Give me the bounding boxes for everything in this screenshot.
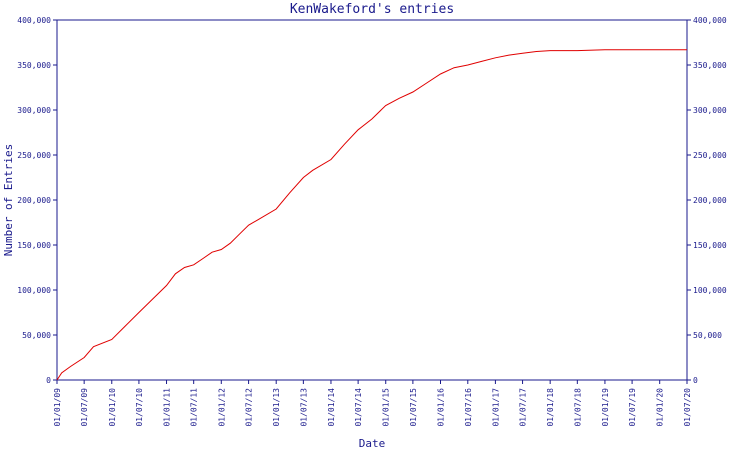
x-tick-label: 01/07/13 — [299, 388, 308, 427]
x-tick-label: 01/07/15 — [409, 388, 418, 427]
x-tick-label: 01/01/19 — [601, 388, 610, 427]
x-tick-label: 01/01/18 — [546, 388, 555, 427]
x-tick-label: 01/01/15 — [382, 388, 391, 427]
y-tick-label-right: 400,000 — [693, 16, 727, 25]
x-tick-label: 01/01/14 — [327, 388, 336, 427]
y-axis-right: 0 50,000 100,000 150,000 200,000 250,000 300,0… — [687, 16, 727, 385]
series-line — [56, 49, 687, 381]
series-layer — [56, 49, 687, 381]
y-tick-label-left: 350,000 — [17, 61, 51, 70]
x-tick-label: 01/07/17 — [519, 388, 528, 427]
x-tick-label: 01/01/09 — [53, 388, 62, 427]
y-tick-label-left: 0 — [46, 376, 51, 385]
x-tick-label: 01/07/16 — [464, 388, 473, 427]
x-tick-label: 01/01/20 — [656, 388, 665, 427]
x-tick-label: 01/01/16 — [436, 388, 445, 427]
y-tick-label-left: 100,000 — [17, 286, 51, 295]
y-tick-label-right: 100,000 — [693, 286, 727, 295]
y-tick-label-right: 150,000 — [693, 241, 727, 250]
x-tick-label: 01/01/13 — [272, 388, 281, 427]
x-tick-label: 01/01/17 — [491, 388, 500, 427]
y-tick-label-left: 300,000 — [17, 106, 51, 115]
x-axis: 01/01/09 01/07/09 01/01/10 01/07/10 01/01/11… — [53, 380, 692, 427]
y-tick-label-left: 250,000 — [17, 151, 51, 160]
y-tick-label-right: 250,000 — [693, 151, 727, 160]
y-tick-label-left: 200,000 — [17, 196, 51, 205]
x-tick-label: 01/01/12 — [217, 388, 226, 427]
x-tick-label: 01/07/12 — [245, 388, 254, 427]
y-tick-label-right: 50,000 — [693, 331, 722, 340]
chart-title: KenWakeford's entries — [290, 2, 454, 17]
y-tick-label-right: 200,000 — [693, 196, 727, 205]
x-tick-label: 01/01/10 — [108, 388, 117, 427]
x-tick-label: 01/07/10 — [135, 388, 144, 427]
x-tick-label: 01/07/20 — [683, 388, 692, 427]
y-axis-left: 0 50,000 100,000 150,000 200,000 250,000 300,0… — [17, 16, 57, 385]
y-tick-label-left: 150,000 — [17, 241, 51, 250]
plot-area-frame — [56, 19, 688, 381]
y-tick-label-left: 400,000 — [17, 16, 51, 25]
y-axis-label: Number of Entries — [2, 144, 15, 257]
x-tick-label: 01/07/09 — [80, 388, 89, 427]
x-tick-label: 01/01/11 — [163, 388, 172, 427]
y-tick-label-right: 300,000 — [693, 106, 727, 115]
y-tick-label-left: 50,000 — [22, 331, 51, 340]
x-axis-label: Date — [359, 437, 386, 450]
x-tick-label: 01/07/18 — [573, 388, 582, 427]
x-tick-label: 01/07/14 — [354, 388, 363, 427]
x-tick-label: 01/07/19 — [628, 388, 637, 427]
y-tick-label-right: 0 — [693, 376, 698, 385]
y-tick-label-right: 350,000 — [693, 61, 727, 70]
x-tick-label: 01/07/11 — [190, 388, 199, 427]
